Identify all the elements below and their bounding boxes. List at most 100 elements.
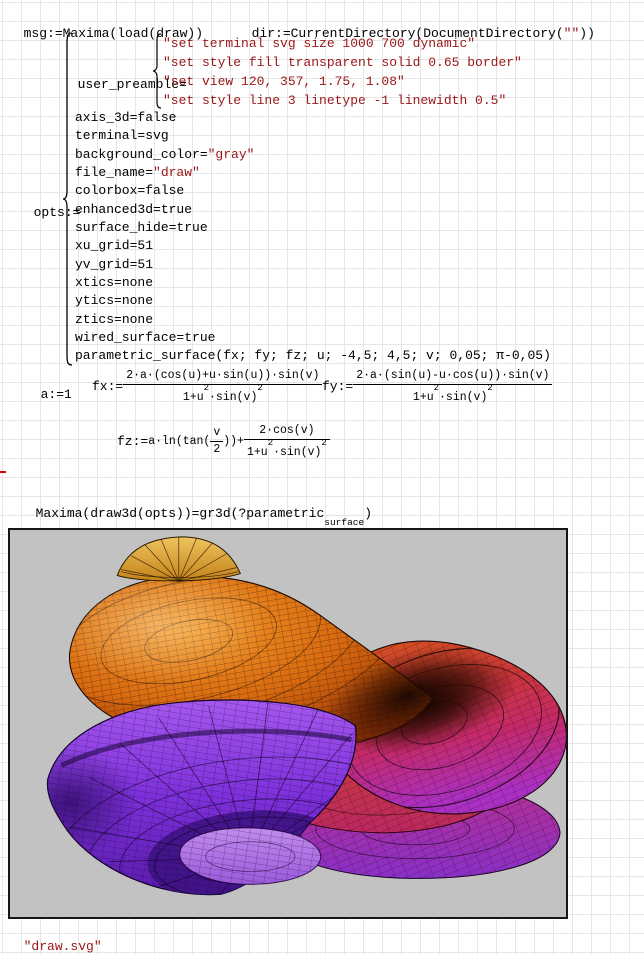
fz-half-v-fraction: v 2	[210, 426, 224, 457]
opts-item-key: ytics=	[75, 293, 122, 308]
opts-item-enhanced3d[interactable]: enhanced3d=true	[75, 202, 192, 218]
region-draw3d-result[interactable]: Maxima(draw3d(opts))=gr3d(?parametricsur…	[20, 490, 372, 528]
fx-label: fx:=	[92, 378, 124, 394]
opts-item-ztics[interactable]: ztics=none	[75, 312, 153, 328]
den-exponent: 2	[257, 383, 263, 393]
region-output-filename[interactable]: "draw.svg"	[8, 923, 102, 955]
fraction-bar	[353, 384, 553, 385]
den-part: 1+u	[412, 390, 434, 404]
opts-item-value: false	[137, 110, 177, 125]
output-filename-text: "draw.svg"	[23, 939, 102, 954]
opts-item-xtics[interactable]: xtics=none	[75, 275, 153, 291]
opts-item-value: true	[160, 202, 193, 217]
opts-item-file-name[interactable]: file_name="draw"	[75, 165, 200, 181]
opts-item-value: svg	[145, 128, 169, 143]
dir-expression-suffix: ))	[579, 26, 595, 41]
opts-item-string: "draw"	[153, 165, 200, 180]
opts-item-key: xtics=	[75, 275, 122, 290]
half-v-denominator: 2	[213, 443, 221, 457]
region-dir-definition[interactable]: dir:=CurrentDirectory(DocumentDirectory(…	[236, 10, 595, 42]
opts-item-value: none	[121, 312, 154, 327]
opts-item-value: true	[184, 330, 216, 345]
fy-fraction: 2·a·(sin(u)-u·cos(u))·sin(v) 1+u2·sin(v)…	[353, 369, 553, 405]
opts-item-key: xu_grid=	[75, 238, 138, 253]
preamble-string-text: "set style line 3 linetype -1 linewidth …	[163, 93, 507, 108]
opts-item-yv-grid[interactable]: yv_grid=51	[75, 257, 153, 273]
fz-denominator: 1+u2·sin(v)2	[244, 438, 330, 460]
body-crease-shadow	[321, 645, 493, 748]
opts-outer-brace	[62, 32, 73, 366]
result-subscript: surface	[324, 516, 365, 528]
opts-item-background-color[interactable]: background_color="gray"	[75, 147, 254, 163]
opts-item-key: yv_grid=	[75, 257, 138, 272]
opts-item-terminal[interactable]: terminal=svg	[75, 128, 169, 144]
den-part: ·sin(v)	[439, 390, 488, 404]
den-exponent: 2	[433, 383, 440, 393]
fraction-bar	[243, 439, 330, 440]
opts-item-xu-grid[interactable]: xu_grid=51	[75, 238, 153, 254]
opts-label-text: opts:=	[33, 205, 81, 220]
opts-item-axis3d[interactable]: axis_3d=false	[75, 110, 176, 126]
half-v-numerator: v	[213, 426, 221, 440]
fz-numerator: 2·cos(v)	[259, 424, 315, 437]
opts-item-key: surface_hide=	[75, 220, 177, 235]
fy-denominator: 1+u2·sin(v)2	[410, 383, 496, 405]
fz-label: fz:=	[117, 433, 149, 449]
fx-fraction: 2·a·(cos(u)+u·sin(u))·sin(v) 1+u2·sin(v)…	[123, 369, 323, 405]
opts-item-key: ztics=	[75, 312, 122, 327]
opts-item-parametric-surface[interactable]: parametric_surface(fx; fy; fz; u; -4,5; …	[75, 348, 551, 364]
dir-empty-string: ""	[563, 26, 580, 41]
opts-item-key: background_color=	[75, 147, 208, 162]
den-part: ·sin(v)	[209, 390, 258, 404]
opts-item-surface-hide[interactable]: surface_hide=true	[75, 220, 208, 236]
preamble-string[interactable]: "set style fill transparent solid 0.65 b…	[163, 55, 522, 71]
opts-item-ytics[interactable]: ytics=none	[75, 293, 153, 309]
gold-top-cap	[116, 536, 241, 582]
opts-item-string: "gray"	[207, 147, 255, 162]
user-preamble-label[interactable]: user_preamble=	[62, 61, 187, 93]
den-part: 1+u	[182, 390, 204, 404]
region-fx-definition[interactable]: fx:= 2·a·(cos(u)+u·sin(u))·sin(v) 1+u2·s…	[92, 369, 323, 405]
opts-item-key: parametric_surface(fx; fy; fz; u; -4,5; …	[75, 348, 551, 363]
preamble-string-text: "set terminal svg size 1000 700 dynamic"	[163, 36, 476, 51]
page-break-marker	[0, 471, 6, 473]
den-part: ·sin(v)	[273, 445, 322, 459]
opts-item-value: true	[176, 220, 208, 235]
den-exponent: 2	[203, 383, 210, 393]
region-a-definition[interactable]: a:=1	[25, 371, 72, 403]
fraction-bar	[210, 441, 224, 443]
opts-item-key: axis_3d=	[75, 110, 138, 125]
opts-item-value: 51	[137, 257, 154, 272]
opts-item-value: false	[145, 183, 185, 198]
opts-label[interactable]: opts:=	[18, 189, 81, 221]
opts-item-key: terminal=	[75, 128, 146, 143]
opts-item-key: file_name=	[75, 165, 154, 180]
opts-item-key: wired_surface=	[75, 330, 185, 345]
preamble-string[interactable]: "set view 120, 357, 1.75, 1.08"	[163, 74, 405, 90]
surface-plot-svg	[10, 530, 566, 917]
den-part: 1+u	[246, 445, 268, 459]
opts-item-key: colorbox=	[75, 183, 146, 198]
opts-item-wired-surface[interactable]: wired_surface=true	[75, 330, 215, 346]
den-exponent: 2	[321, 438, 327, 448]
region-msg-definition[interactable]: msg:=Maxima(load(draw))	[8, 10, 203, 42]
fx-numerator: 2·a·(cos(u)+u·sin(u))·sin(v)	[126, 369, 320, 382]
preamble-string[interactable]: "set style line 3 linetype -1 linewidth …	[163, 93, 506, 109]
result-suffix: )	[364, 506, 372, 521]
region-fz-definition[interactable]: fz:= a·ln(tan( v 2 ))+ 2·cos(v) 1+u2·sin…	[117, 424, 330, 460]
fz-mid: ))+	[223, 434, 244, 448]
opts-item-value: 51	[137, 238, 154, 253]
a-definition-text: a:=1	[40, 387, 72, 402]
fx-denominator: 1+u2·sin(v)2	[180, 383, 266, 405]
fz-fraction: 2·cos(v) 1+u2·sin(v)2	[243, 424, 330, 460]
surface-plot-region[interactable]	[8, 528, 568, 919]
preamble-string[interactable]: "set terminal svg size 1000 700 dynamic"	[163, 36, 475, 52]
opts-item-colorbox[interactable]: colorbox=false	[75, 183, 184, 199]
region-fy-definition[interactable]: fy:= 2·a·(sin(u)-u·cos(u))·sin(v) 1+u2·s…	[322, 369, 553, 405]
user-preamble-label-text: user_preamble=	[77, 77, 187, 92]
opts-item-value: none	[121, 293, 154, 308]
preamble-string-text: "set style fill transparent solid 0.65 b…	[163, 55, 522, 70]
preamble-inner-brace	[152, 33, 162, 109]
fy-label: fy:=	[322, 378, 354, 394]
